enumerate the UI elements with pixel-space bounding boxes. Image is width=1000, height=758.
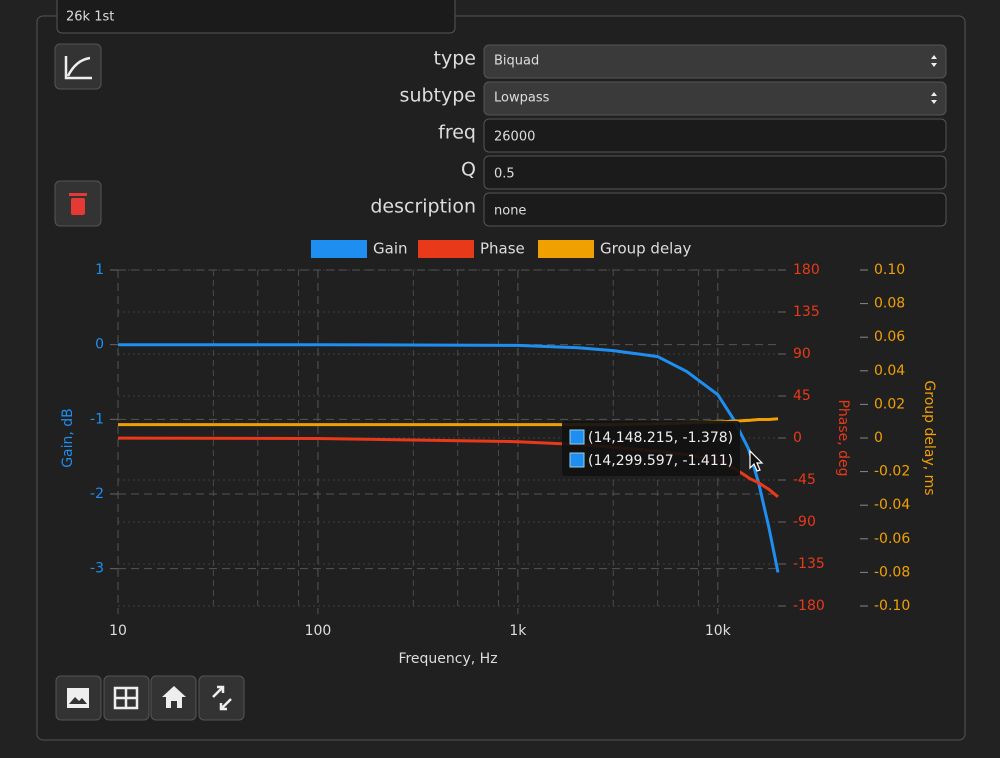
cursor <box>749 449 764 472</box>
y2-tick-label: 90 <box>793 346 811 362</box>
toolbar-icon <box>212 685 232 711</box>
x-tick-label: 100 <box>305 623 332 639</box>
tooltip-text: (14,148.215, -1.378) <box>588 430 733 446</box>
y2-tick-label: -45 <box>793 472 816 488</box>
x-tick-label: 1k <box>509 623 527 639</box>
y3-tick-label: -0.04 <box>874 497 910 513</box>
legend-label: Gain <box>373 240 408 258</box>
y3-tick-label: -0.08 <box>874 564 910 580</box>
tooltip-swatch <box>569 452 585 468</box>
legend-swatch[interactable] <box>538 240 594 258</box>
y3-tick-label: 0.08 <box>874 296 905 312</box>
x-tick-label: 10 <box>109 623 127 639</box>
y2-tick-label: -135 <box>793 556 825 572</box>
x-axis-label: Frequency, Hz <box>398 651 497 667</box>
y3-tick-label: -0.10 <box>874 598 910 614</box>
text-input[interactable] <box>483 118 947 153</box>
y2-tick-label: -180 <box>793 598 825 614</box>
text-input[interactable] <box>483 192 947 227</box>
legend-swatch[interactable] <box>311 240 367 258</box>
y3-tick-label: 0 <box>874 430 883 446</box>
tooltip <box>562 421 740 476</box>
y-tick-label: -2 <box>90 486 104 502</box>
series-line <box>118 343 780 573</box>
y-tick-label: 1 <box>95 262 104 278</box>
plot-button[interactable] <box>54 43 102 90</box>
y3-tick-label: 0.06 <box>874 329 905 345</box>
y3-tick-label: -0.02 <box>874 464 910 480</box>
legend-swatch[interactable] <box>418 240 474 258</box>
y-tick-label: 0 <box>95 337 104 353</box>
y2-axis-label: Phase, deg <box>835 399 851 476</box>
select-arrows <box>931 92 937 104</box>
field-value: Lowpass <box>494 91 550 106</box>
y2-tick-label: 45 <box>793 388 811 404</box>
x-tick-label: 10k <box>705 623 732 639</box>
y3-tick-label: 0.04 <box>874 363 905 379</box>
field-value: Biquad <box>494 54 539 69</box>
y-tick-label: -3 <box>90 561 104 577</box>
y2-tick-label: 0 <box>793 430 802 446</box>
y2-tick-label: -90 <box>793 514 816 530</box>
y3-axis-label: Group delay, ms <box>921 380 937 495</box>
y2-tick-label: 180 <box>793 262 820 278</box>
toolbar-button[interactable] <box>198 675 245 721</box>
field-label: type <box>434 48 476 70</box>
select[interactable] <box>483 81 947 116</box>
legend-label: Phase <box>480 240 525 258</box>
field-value: none <box>494 204 526 219</box>
y2-tick-label: 135 <box>793 304 820 320</box>
name-text: 26k 1st <box>66 10 114 25</box>
toolbar-icon <box>113 686 139 710</box>
tooltip-text: (14,299.597, -1.411) <box>588 453 733 469</box>
tooltip-swatch <box>569 429 585 445</box>
y-axis-label: Gain, dB <box>60 408 76 468</box>
toolbar-icon <box>67 688 89 708</box>
field-value: 26000 <box>494 130 535 145</box>
y3-tick-label: -0.06 <box>874 531 910 547</box>
field-value: 0.5 <box>494 167 515 182</box>
delete-button[interactable] <box>54 180 102 227</box>
select-arrows <box>931 55 937 67</box>
select[interactable] <box>483 44 947 79</box>
field-label: subtype <box>400 85 476 107</box>
y-tick-label: -1 <box>90 411 104 427</box>
text-input[interactable] <box>483 155 947 190</box>
field-label: Q <box>461 159 476 181</box>
toolbar-icon <box>162 686 186 708</box>
y3-tick-label: 0.02 <box>874 396 905 412</box>
legend-label: Group delay <box>600 240 692 258</box>
name-input[interactable] <box>56 0 456 34</box>
field-label: description <box>370 196 476 218</box>
y3-tick-label: 0.10 <box>874 262 905 278</box>
field-label: freq <box>438 122 476 144</box>
